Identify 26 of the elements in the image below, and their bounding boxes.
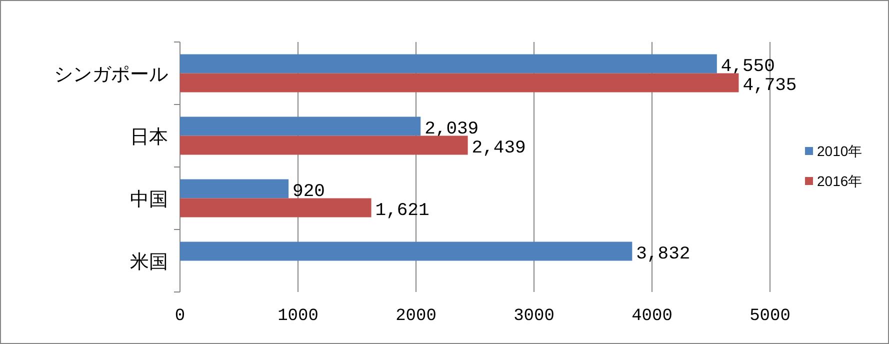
x-tick-label: 2000 [396,307,436,326]
bar [180,136,468,155]
x-tick-label: 0 [174,307,186,326]
legend-label: 2016年 [817,173,862,189]
y-tick-label: シンガポール [54,64,168,86]
y-tick-label: 中国 [130,189,168,210]
bar [180,73,739,92]
bar [180,242,632,261]
bar [180,54,717,74]
legend-label: 2010年 [817,143,862,159]
bar [180,198,372,218]
data-label: 2,039 [424,119,479,140]
x-tick-label: 3000 [514,307,554,326]
y-tick-label: 日本 [130,126,168,148]
y-tick-label: 米国 [130,252,168,273]
bar [180,116,421,136]
bar [180,179,289,198]
x-tick-label: 4000 [632,307,672,326]
data-label: 2,439 [472,138,526,158]
data-label: 4,550 [720,56,775,77]
data-label: 4,735 [742,76,797,96]
data-label: 3,832 [636,244,690,264]
x-tick-label: 1000 [278,307,318,326]
data-label: 920 [292,182,325,202]
data-label: 1,621 [375,200,430,221]
x-tick-label: 5000 [750,307,790,326]
